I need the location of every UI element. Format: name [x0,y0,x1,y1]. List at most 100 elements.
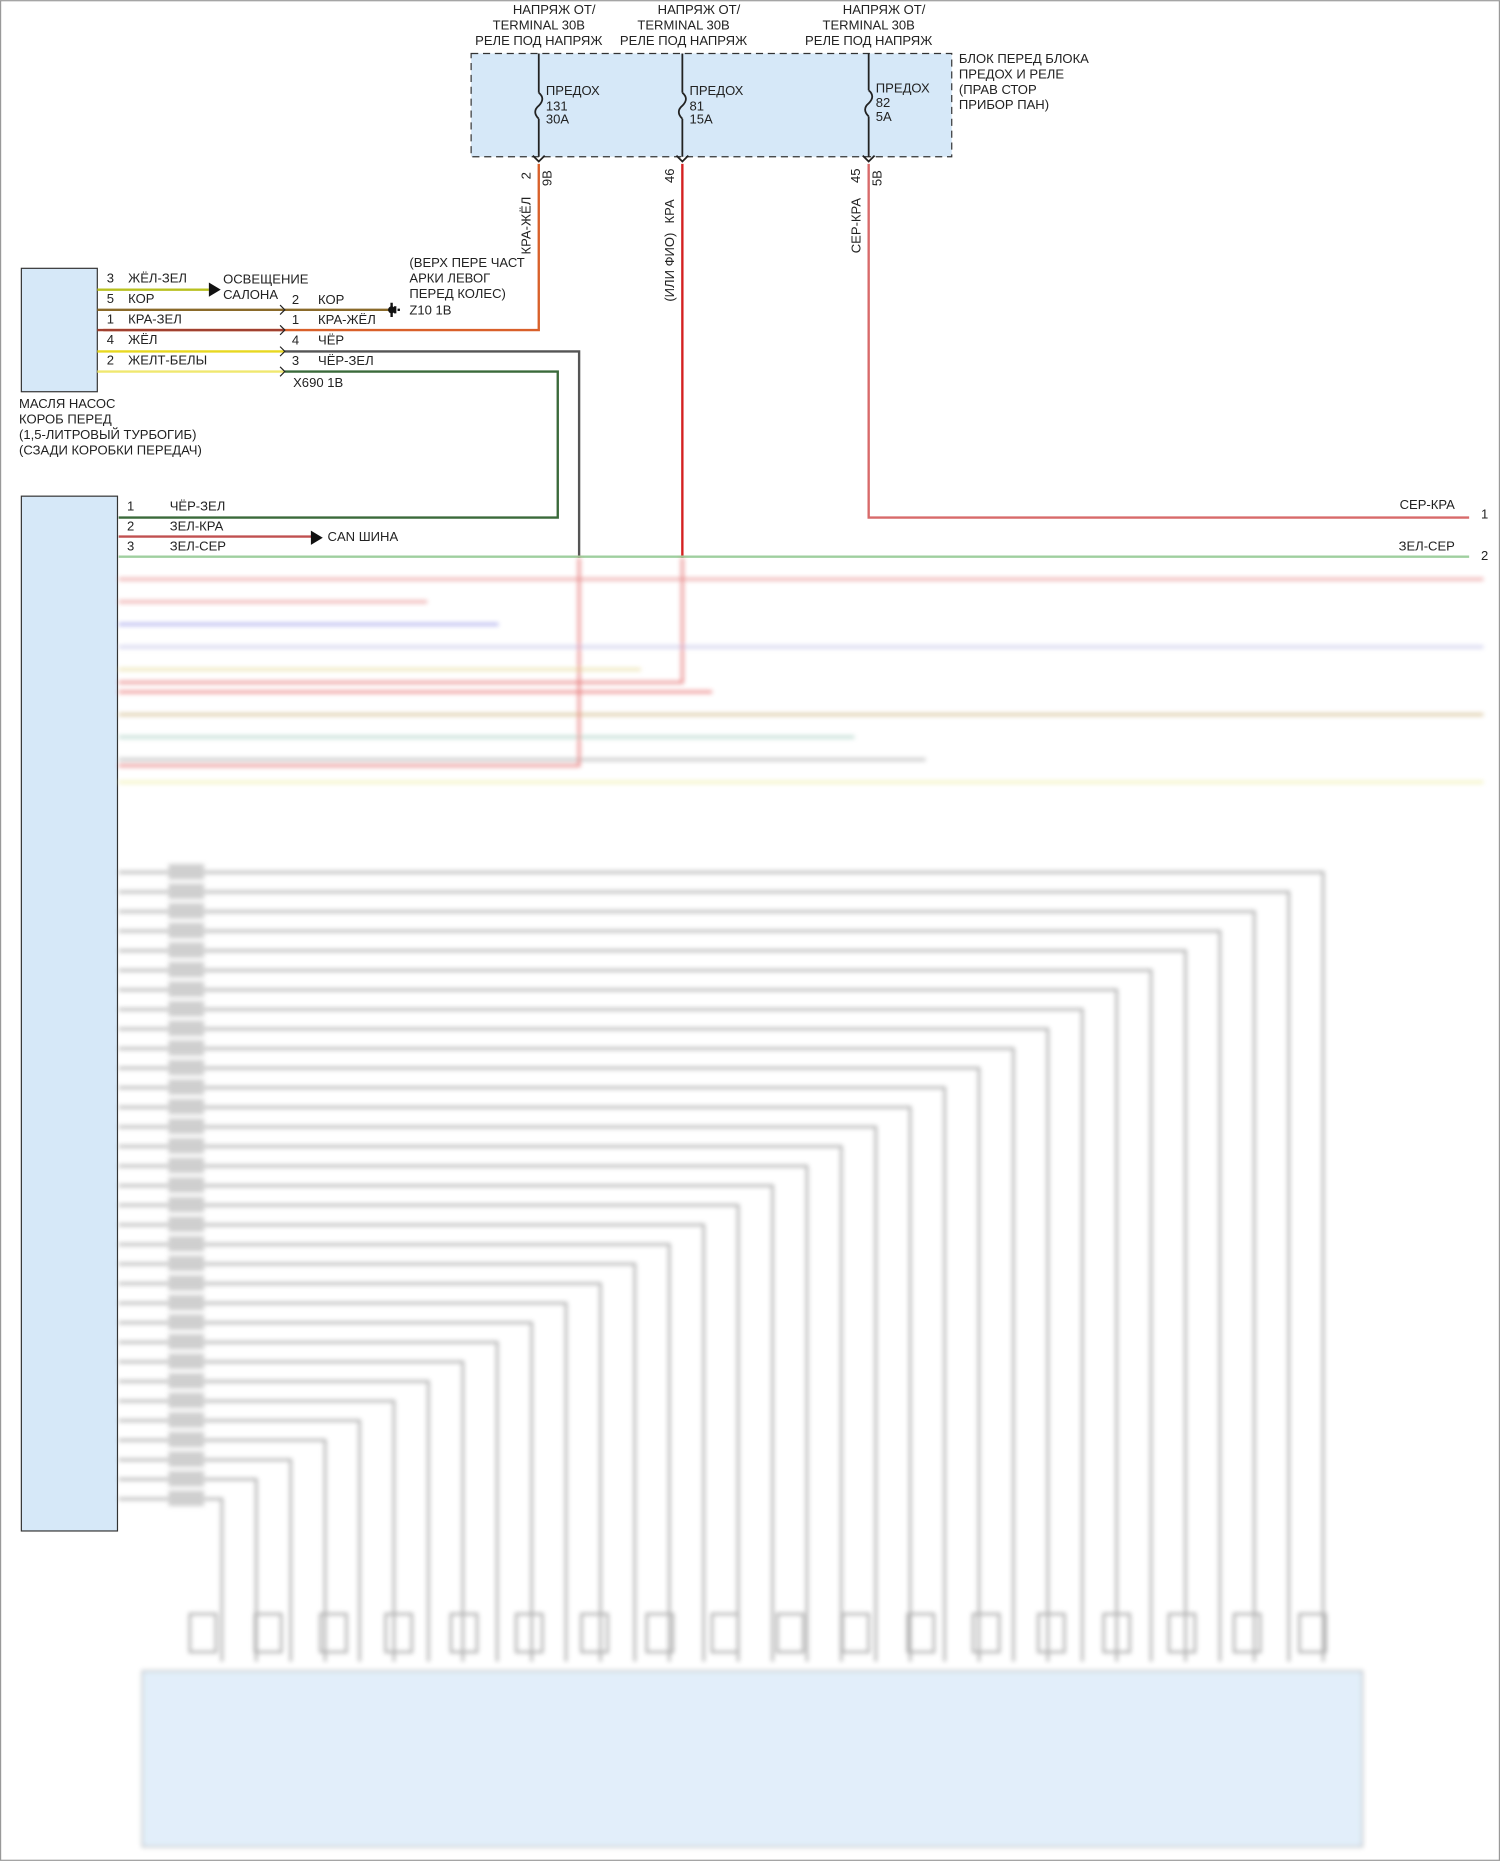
blurred-box [168,1157,205,1174]
blurred-box [168,1490,205,1507]
fuse-rating: 5A [876,109,892,124]
blurred-connector [1102,1612,1131,1654]
blurred-box [168,1451,205,1467]
blurred-box [168,1412,205,1428]
pin-number: 1 [127,498,134,513]
blurred-box [168,1314,205,1330]
blurred-connector [384,1612,413,1654]
blurred-wire [118,871,1325,1662]
pump-label: КОРОБ ПЕРЕД [19,412,112,427]
blurred-wire [118,1321,533,1662]
source-label: РЕЛЕ ПОД НАПРЯЖ [620,33,747,48]
blurred-wire [118,910,1256,1662]
pin-number: 2 [518,172,533,179]
block-label: ПРЕДОХ И РЕЛЕ [959,66,1064,81]
pin-number: 3 [127,539,134,554]
blurred-wire [118,890,1290,1662]
blurred-connector [645,1612,675,1654]
blurred-wire [118,1360,465,1662]
blurred-box [168,1196,205,1213]
blurred-connector [906,1612,936,1654]
blurred-wire [118,1243,671,1662]
wire-label: ЗЕЛ-КРА [170,518,224,533]
source-label: НАПРЯЖ ОТ/ [513,2,596,17]
wire-label: КРА-ЖЁЛ [318,312,376,327]
blurred-box [168,1001,205,1017]
blurred-box [168,903,205,919]
blurred-box [168,961,205,978]
source-label: НАПРЯЖ ОТ/ [843,2,926,17]
blurred-box [168,1099,205,1115]
blurred-wire [118,1164,809,1662]
pump-connector [20,267,98,393]
ground-note: (ВЕРХ ПЕРЕ ЧАСТ [409,255,524,270]
wire-label: СЕР-КРА [848,198,863,254]
blurred-box [168,1040,205,1056]
blurred-wire [118,1125,877,1662]
blurred-box [168,1236,205,1252]
wire-note: (ИЛИ ФИО) [662,233,677,302]
blurred-connector [319,1612,348,1654]
ground-label: Z10 1B [409,302,451,317]
blurred-connector [1037,1612,1066,1654]
blurred-box [168,883,205,900]
fuse-rating: 15A [689,111,713,126]
connector-label: X690 1B [293,375,343,390]
blurred-wire [118,557,684,767]
blurred-connector [1232,1612,1262,1654]
pin-number: 46 [662,168,677,183]
blurred-box [168,1020,205,1037]
wire-label: ЗЕЛ-СЕР [1399,539,1456,554]
wires [97,163,1470,558]
blurred-box [168,1079,205,1095]
connector-id: 9B [540,170,555,186]
wire-label: КРА-ЗЕЛ [128,312,182,327]
pin-number: 2 [292,292,299,307]
wire-label: ЧЁР-ЗЕЛ [170,498,226,513]
blurred-box [168,1392,205,1409]
blurred-box [168,1373,205,1389]
pin-number: 45 [848,168,863,183]
blurred-wire [118,1301,568,1662]
pin-number: 1 [1481,507,1488,522]
fuse-lines [532,53,876,163]
blurred-connector [188,1612,218,1654]
block-label: ПРИБОР ПАН) [959,97,1049,112]
wire-label: КРА [662,199,677,223]
blurred-wire [118,1380,430,1662]
blurred-wire [118,1478,258,1662]
light-label: САЛОНА [223,287,278,302]
source-label: РЕЛЕ ПОД НАПРЯЖ [805,33,932,48]
blurred-box [168,1471,205,1487]
blurred-connector [1167,1612,1197,1654]
wire-label: СЕР-КРА [1400,497,1456,512]
pin-number: 2 [127,518,134,533]
pin-number: 4 [292,333,299,348]
wire-label: КОР [128,291,155,306]
blurred-wire [118,1066,981,1662]
ground-note: АРКИ ЛЕВОГ [409,270,490,285]
blurred-box [168,922,205,939]
blurred-wire [118,988,1118,1662]
source-label: РЕЛЕ ПОД НАПРЯЖ [475,33,602,48]
blurred-box [168,1255,205,1272]
block-label: (ПРАВ СТОР [959,82,1037,97]
source-label: TERMINAL 30B [823,18,916,33]
blurred-wire [118,1282,602,1662]
fuse-rating: 30A [546,111,570,126]
blurred-box [168,864,205,880]
pin-number: 5 [107,291,114,306]
blurred-wire [118,1086,946,1662]
blurred-box [168,1177,205,1193]
blurred-wire [118,1458,292,1662]
fuse-name: ПРЕДОХ [689,83,743,98]
wire-label: ЧЁР [318,333,344,348]
blurred-box [168,1138,205,1154]
ground-note: ПЕРЕД КОЛЕС) [409,286,505,301]
blurred-wire [118,969,1153,1662]
blurred-wire [118,1145,843,1662]
block-label: БЛОК ПЕРЕД БЛОКА [959,51,1089,66]
